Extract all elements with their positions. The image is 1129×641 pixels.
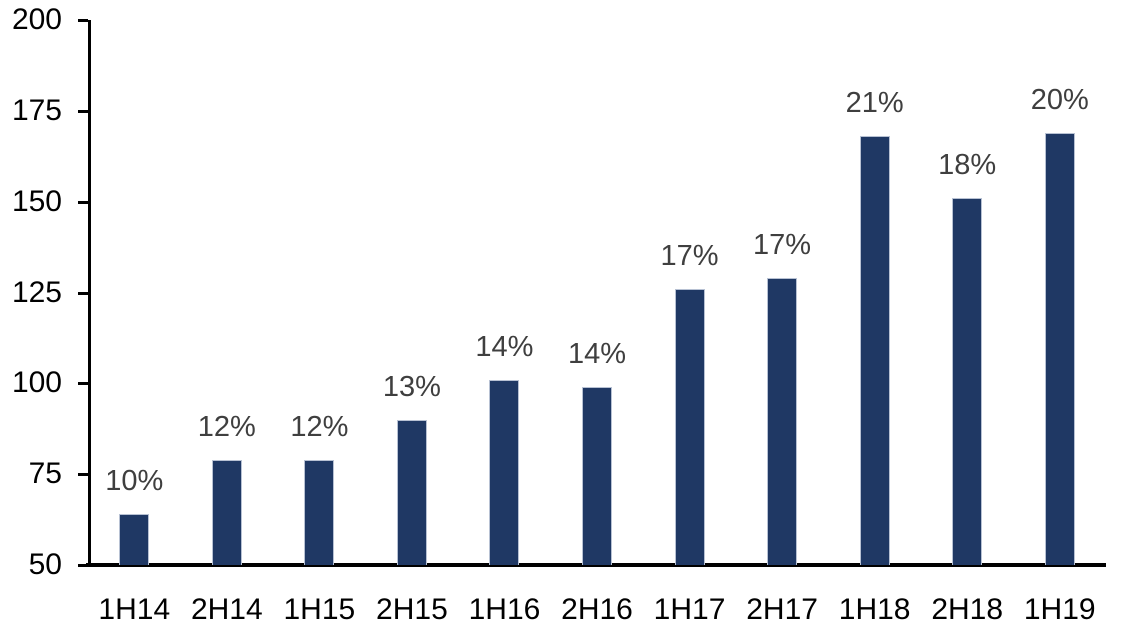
x-tick-label-2H15: 2H15 — [376, 593, 448, 626]
bar-1H15 — [304, 459, 335, 565]
x-tick-label-1H15: 1H15 — [283, 593, 356, 626]
y-tick-mark — [78, 564, 88, 567]
bar-2H17 — [767, 277, 798, 565]
plot-area: 10% 12% 12% 13% 14% 14% 17% 17% 21% 18% 20% — [88, 20, 1106, 565]
x-tick-label-2H14: 2H14 — [190, 593, 263, 626]
y-tick-label: 100 — [11, 366, 62, 400]
y-tick-label: 125 — [11, 275, 62, 309]
y-tick-mark — [78, 109, 88, 113]
bar-value-label: 21% — [845, 87, 904, 120]
y-tick-mark — [78, 291, 88, 295]
y-tick-label: 200 — [11, 3, 62, 36]
bar-value-label: 12% — [290, 410, 349, 443]
y-tick-label: 175 — [11, 93, 62, 127]
bar-2H16 — [582, 386, 612, 565]
y-axis-line — [88, 20, 91, 567]
bar-2H18 — [952, 198, 983, 565]
y-tick-mark — [78, 200, 88, 204]
bar-1H19 — [1044, 132, 1075, 565]
bar-value-label: 14% — [567, 337, 627, 370]
y-tick-mark — [78, 473, 88, 477]
x-tick-label-1H14: 1H14 — [98, 593, 171, 626]
y-tick-label: 75 — [28, 457, 62, 491]
bar-value-label: 17% — [753, 228, 812, 261]
x-tick-label-2H18: 2H18 — [931, 593, 1004, 626]
y-tick-label: 150 — [11, 184, 62, 218]
bar-value-label: 18% — [938, 149, 997, 182]
y-tick-label: 50 — [28, 548, 62, 581]
bar-1H14 — [119, 514, 150, 565]
bar-1H18 — [859, 136, 890, 565]
bar-1H17 — [674, 288, 705, 565]
bar-value-label: 17% — [660, 239, 719, 272]
bar-2H15 — [396, 419, 427, 565]
y-tick-mark — [78, 382, 88, 386]
x-tick-label-1H19: 1H19 — [1023, 593, 1096, 626]
x-tick-label-1H16: 1H16 — [468, 593, 541, 626]
x-axis-line — [86, 563, 1106, 567]
bar-value-label: 13% — [382, 370, 441, 403]
x-tick-label-2H16: 2H16 — [561, 593, 633, 626]
bar-value-label: 20% — [1030, 83, 1089, 116]
bar-value-label: 10% — [105, 465, 164, 498]
bar-value-label: 14% — [475, 330, 534, 363]
x-tick-label-1H17: 1H17 — [653, 593, 726, 626]
bar-2H14 — [211, 459, 242, 565]
x-tick-label-1H18: 1H18 — [838, 593, 911, 626]
bar-value-label: 12% — [197, 410, 256, 443]
bar-1H16 — [489, 379, 520, 565]
y-tick-mark — [78, 19, 88, 22]
x-tick-label-2H17: 2H17 — [746, 593, 818, 626]
